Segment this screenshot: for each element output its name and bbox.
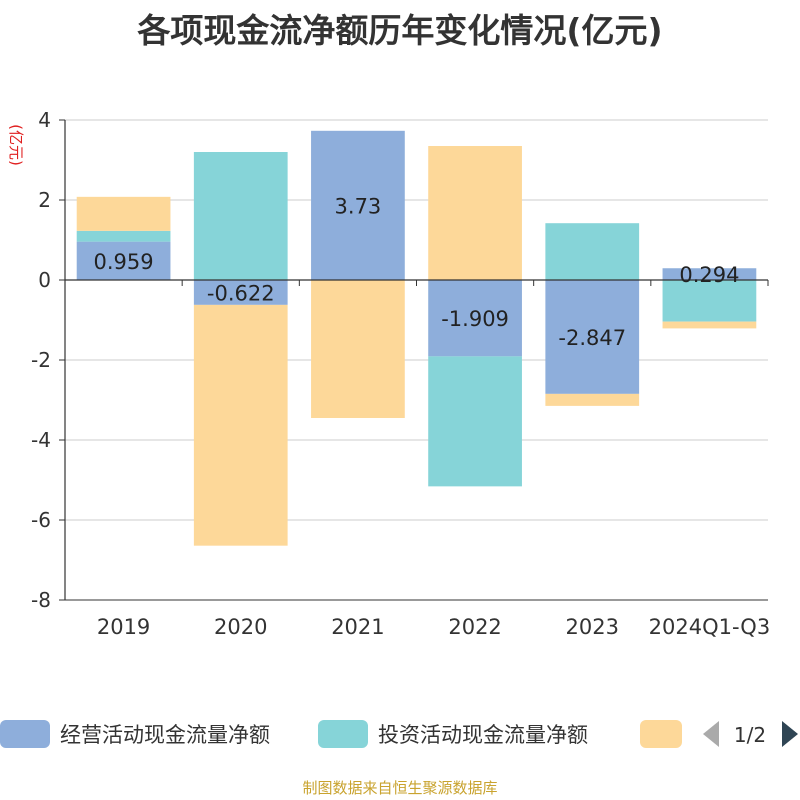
x-tick-label: 2024Q1-Q3 (649, 615, 771, 639)
data-label: 0.959 (94, 250, 154, 274)
bar-1-2020[interactable] (193, 280, 288, 305)
x-tick-label: 2020 (214, 615, 267, 639)
y-tick-label: -8 (31, 588, 51, 612)
data-label: 0.294 (679, 263, 739, 287)
bar-3-2023[interactable] (545, 393, 640, 406)
x-tick-label: 2021 (331, 615, 384, 639)
bar-2-2022[interactable] (428, 356, 522, 487)
y-tick-label: 2 (38, 188, 51, 212)
y-tick-label: 0 (38, 268, 51, 292)
x-tick-label: 2019 (97, 615, 150, 639)
source-note: 制图数据来自恒生聚源数据库 (302, 779, 498, 797)
legend-label[interactable]: 经营活动现金流量净额 (60, 723, 270, 747)
bar-1-2022[interactable] (428, 280, 522, 357)
bar-2-2024Q1-Q3[interactable] (662, 280, 757, 322)
bar-3-2021[interactable] (311, 280, 405, 418)
bar-2-2023[interactable] (545, 223, 640, 280)
label-layer: 0.959 -0.622 3.73 -1.909 -2.847 0.294 (94, 194, 740, 350)
y-tick-label: -2 (31, 348, 51, 372)
bar-3-2019[interactable] (76, 196, 171, 231)
legend-page-indicator: 1/2 (734, 723, 766, 747)
legend-label[interactable]: 投资活动现金流量净额 (378, 723, 588, 747)
bar-2-2020[interactable] (193, 152, 288, 280)
y-tick-label: -6 (31, 508, 51, 532)
triangle-left-icon[interactable] (703, 721, 719, 747)
bar-1-2021[interactable] (311, 130, 405, 280)
bar-1-2024Q1-Q3[interactable] (662, 268, 757, 280)
grid-layer (65, 119, 768, 601)
y-tick-label: -4 (31, 428, 51, 452)
chart-title: 各项现金流净额历年变化情况(亿元) (137, 11, 663, 50)
y-axis-label: (亿元) (7, 124, 25, 166)
bar-3-2024Q1-Q3[interactable] (662, 321, 757, 329)
y-tick-label: 4 (38, 108, 51, 132)
axis-layer: 4 2 0 -2 -4 -6 -8 (亿元) 2019 2020 2021 2022 2023 2024Q… (7, 108, 770, 639)
data-label: -2.847 (558, 326, 626, 350)
legend-swatch[interactable] (0, 720, 50, 748)
data-label: -1.909 (441, 307, 509, 331)
bar-2-2019[interactable] (76, 230, 171, 242)
data-label: 3.73 (335, 194, 382, 218)
legend-swatch[interactable] (318, 720, 368, 748)
bar-1-2023[interactable] (545, 280, 640, 394)
bar-3-2020[interactable] (193, 304, 288, 546)
bar-layer (76, 130, 757, 546)
legend: 经营活动现金流量净额 投资活动现金流量净额 1/2 (0, 720, 798, 748)
x-tick-label: 2023 (566, 615, 619, 639)
bar-3-2022[interactable] (428, 146, 522, 280)
x-tick-label: 2022 (448, 615, 501, 639)
legend-swatch[interactable] (640, 720, 682, 748)
bar-1-2019[interactable] (76, 241, 171, 280)
data-label: -0.622 (207, 281, 275, 305)
triangle-right-icon[interactable] (782, 721, 798, 747)
